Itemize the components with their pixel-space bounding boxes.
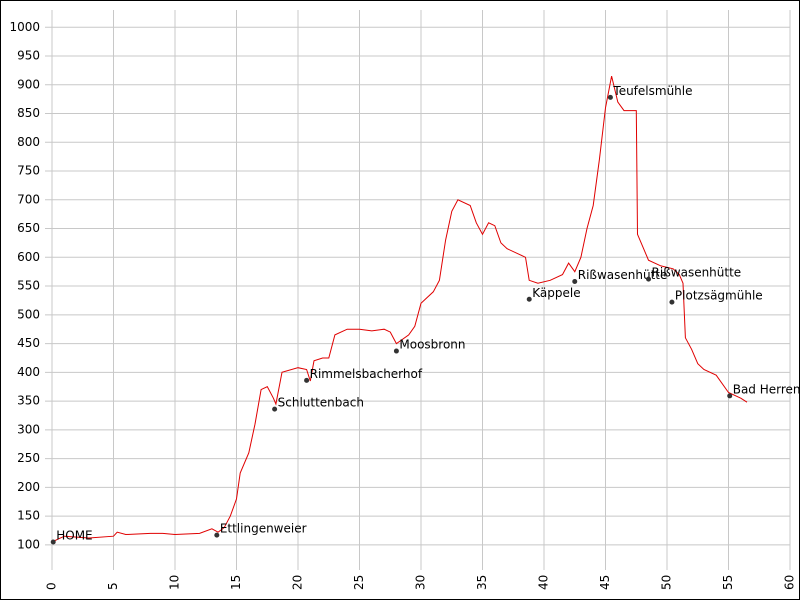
waypoint-label: Rißwasenhütte	[652, 266, 742, 280]
y-tick-label: 700	[17, 192, 40, 206]
y-tick-label: 800	[17, 135, 40, 149]
y-tick-label: 500	[17, 307, 40, 321]
waypoint-marker	[607, 94, 613, 100]
x-tick-label: 40	[537, 575, 551, 590]
waypoint-marker	[727, 393, 733, 399]
waypoint-label: Plotzsägmühle	[675, 289, 763, 303]
waypoint-marker	[646, 276, 652, 282]
y-tick-label: 100	[17, 537, 40, 551]
y-tick-label: 350	[17, 394, 40, 408]
waypoint-marker	[214, 532, 220, 538]
waypoint-label: Rißwasenhütte	[578, 268, 668, 282]
waypoint-label: Käppele	[532, 286, 580, 300]
y-tick-label: 250	[17, 451, 40, 465]
x-tick-label: 10	[168, 575, 182, 590]
waypoint-marker	[393, 348, 399, 354]
y-tick-label: 650	[17, 221, 40, 235]
y-tick-label: 1000	[9, 20, 40, 34]
x-tick-label: 45	[598, 575, 612, 590]
y-tick-label: 300	[17, 422, 40, 436]
y-tick-label: 850	[17, 106, 40, 120]
y-tick-label: 950	[17, 49, 40, 63]
y-tick-label: 200	[17, 480, 40, 494]
plot-area: 1001502002503003504004505005506006507007…	[9, 10, 800, 590]
x-tick-label: 35	[475, 575, 489, 590]
y-tick-label: 900	[17, 77, 40, 91]
y-tick-label: 750	[17, 164, 40, 178]
y-tick-label: 450	[17, 336, 40, 350]
y-tick-label: 400	[17, 365, 40, 379]
x-tick-label: 50	[660, 575, 674, 590]
x-tick-label: 25	[352, 575, 366, 590]
x-tick-label: 15	[229, 575, 243, 590]
x-tick-label: 0	[45, 582, 59, 590]
x-tick-label: 5	[106, 582, 120, 590]
waypoint-label: Schluttenbach	[278, 396, 364, 410]
waypoint-label: HOME	[56, 528, 92, 542]
y-tick-label: 600	[17, 250, 40, 264]
waypoint-marker	[304, 377, 310, 383]
waypoint-marker	[50, 539, 56, 545]
x-tick-label: 60	[783, 575, 797, 590]
waypoint-label: Moosbronn	[399, 338, 465, 352]
y-tick-label: 550	[17, 279, 40, 293]
waypoint-marker	[272, 406, 278, 412]
elevation-line	[51, 75, 748, 543]
x-tick-label: 20	[291, 575, 305, 590]
waypoint-label: Bad Herrenalb	[733, 382, 800, 396]
y-tick-label: 150	[17, 509, 40, 523]
waypoint-marker	[526, 296, 532, 302]
x-tick-label: 55	[721, 575, 735, 590]
x-tick-label: 30	[414, 575, 428, 590]
waypoint-marker	[572, 278, 578, 284]
waypoint-label: Ettlingenweier	[220, 522, 307, 536]
waypoint-marker	[669, 299, 675, 305]
waypoint-label: Rimmelsbacherhof	[310, 367, 423, 381]
waypoint-label: Teufelsmühle	[612, 84, 692, 98]
